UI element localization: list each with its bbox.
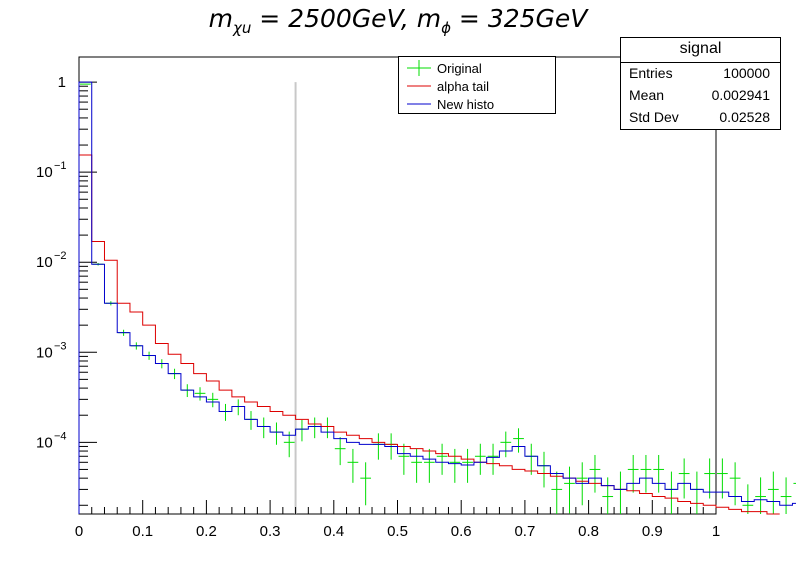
series-original-point	[602, 477, 614, 514]
y-tick-label: 10	[36, 164, 53, 181]
series-original-point	[360, 462, 372, 506]
legend-line-alpha-tail	[407, 85, 431, 87]
y-tick-label: 10	[36, 254, 53, 271]
series-new-histo-line	[78, 81, 796, 514]
y-tick-label: 1	[58, 74, 66, 91]
series-original-point	[449, 448, 461, 483]
series-original-point	[678, 458, 690, 499]
series-original-point	[551, 471, 563, 514]
series-original-point	[347, 448, 359, 483]
y-tick-label: 10	[36, 344, 53, 361]
series-alpha-tail-line	[78, 154, 780, 515]
series-original-point	[627, 454, 639, 493]
y-tick-exponent: −3	[54, 340, 67, 352]
legend-label-alpha-tail: alpha tail	[437, 79, 490, 94]
stats-row-mean: Mean 0.002941	[629, 84, 770, 106]
stats-title: signal	[621, 38, 780, 63]
series-original-point	[207, 392, 219, 408]
series-original-point	[334, 437, 346, 466]
stats-value: 0.02528	[719, 109, 770, 125]
series-original-point	[500, 431, 512, 458]
series-original-point	[474, 443, 486, 475]
stats-label: Std Dev	[629, 109, 679, 125]
legend-item-new-histo: New histo	[399, 95, 555, 113]
stats-row-std-dev: Std Dev 0.02528	[629, 106, 770, 128]
series-original-point	[513, 428, 524, 453]
y-tick-exponent: −4	[54, 430, 67, 442]
series-original-point	[793, 482, 796, 484]
series-original-point	[283, 431, 295, 458]
series-original-point	[398, 443, 410, 475]
series-original-point	[742, 484, 754, 514]
legend-line-new-histo	[407, 103, 431, 105]
stats-box: signal Entries 100000 Mean 0.002941 Std …	[620, 37, 781, 130]
stats-value: 100000	[723, 65, 770, 81]
series-original-point	[653, 454, 665, 493]
y-tick-exponent: −2	[54, 250, 67, 262]
series-original-point	[589, 454, 601, 493]
series-original-point	[755, 477, 766, 514]
legend-box: Original alpha tail New histo	[398, 56, 556, 114]
x-tick-label: 0.4	[323, 523, 344, 540]
series-original-point	[423, 448, 435, 483]
y-tick-label: 10	[36, 434, 53, 451]
y-tick-exponent: −1	[54, 160, 67, 172]
series-original-point	[767, 471, 779, 514]
series-original-point	[462, 448, 473, 483]
legend-label-new-histo: New histo	[437, 97, 495, 112]
series-original-point	[729, 462, 741, 506]
x-tick-label: 0.6	[451, 523, 472, 540]
series-original-point	[436, 443, 448, 475]
stats-row-entries: Entries 100000	[629, 62, 770, 84]
x-tick-label: 0.5	[387, 523, 408, 540]
series-group	[78, 81, 796, 515]
x-tick-label: 0.2	[196, 523, 217, 540]
x-tick-label: 0.9	[642, 523, 663, 540]
stats-value: 0.002941	[711, 87, 770, 103]
series-original-point	[780, 477, 792, 514]
x-tick-label: 0	[75, 523, 83, 540]
x-tick-label: 0.1	[132, 523, 153, 540]
legend-item-alpha-tail: alpha tail	[399, 77, 555, 95]
x-tick-label: 0.3	[260, 523, 281, 540]
plot-frame	[78, 56, 717, 515]
series-original-point	[564, 466, 575, 514]
x-tick-label: 0.8	[578, 523, 599, 540]
legend-label-original: Original	[437, 61, 482, 76]
series-original-point	[640, 454, 652, 493]
axes-group: 0 0.1 0.2 0.3 0.4 0.5 0.6 0.7 0.8 0.9 1110−110−210…	[36, 74, 720, 540]
stats-label: Entries	[629, 65, 673, 81]
chart-title: mχu = 2500GeV, mϕ = 325GeV	[208, 4, 588, 37]
series-original-point	[487, 443, 499, 475]
legend-marker-original	[407, 60, 431, 76]
legend-item-original: Original	[399, 59, 555, 77]
x-tick-label: 0.7	[514, 523, 535, 540]
x-tick-label: 1	[712, 523, 720, 540]
series-original-point	[194, 387, 206, 401]
stats-label: Mean	[629, 87, 665, 103]
series-original-point	[411, 448, 422, 483]
